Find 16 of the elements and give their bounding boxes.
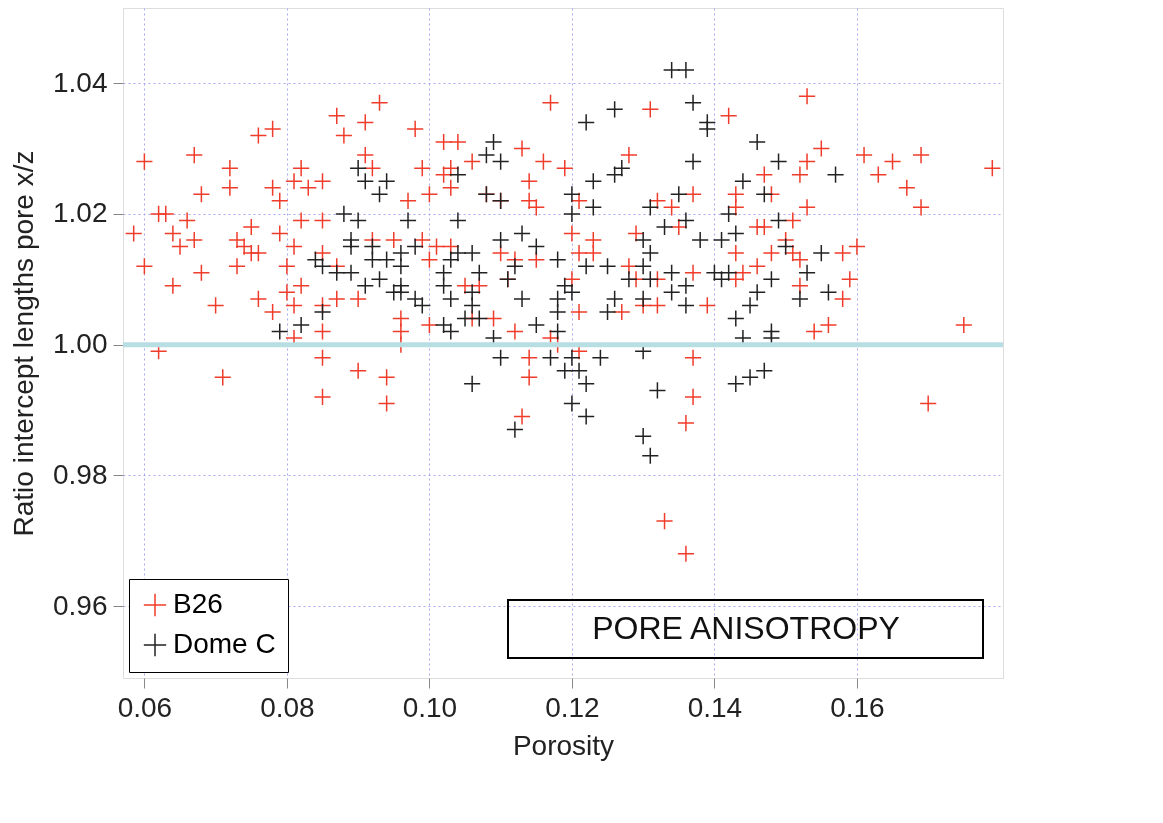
x-tick-label: 0.14 xyxy=(687,691,743,723)
x-tick-label: 0.08 xyxy=(260,691,315,723)
y-tick-label: 1.02 xyxy=(53,197,108,229)
x-axis-title: Porosity xyxy=(512,729,615,761)
y-tick-label: 0.96 xyxy=(53,589,108,621)
y-axis-title: Ratio intercept lengths pore x/z xyxy=(8,150,39,537)
legend-label: B26 xyxy=(173,588,223,619)
y-tick-label: 1.04 xyxy=(53,66,108,98)
x-tick-label: 0.12 xyxy=(545,691,600,723)
y-tick-label: 1.00 xyxy=(53,328,108,360)
x-tick-label: 0.06 xyxy=(117,691,173,723)
x-tick-label: 0.16 xyxy=(830,691,885,723)
x-tick-label: 0.10 xyxy=(402,691,458,723)
legend-label: Dome C xyxy=(173,628,276,659)
y-tick-label: 0.98 xyxy=(53,458,108,490)
annotation: PORE ANISOTROPY xyxy=(592,610,900,646)
